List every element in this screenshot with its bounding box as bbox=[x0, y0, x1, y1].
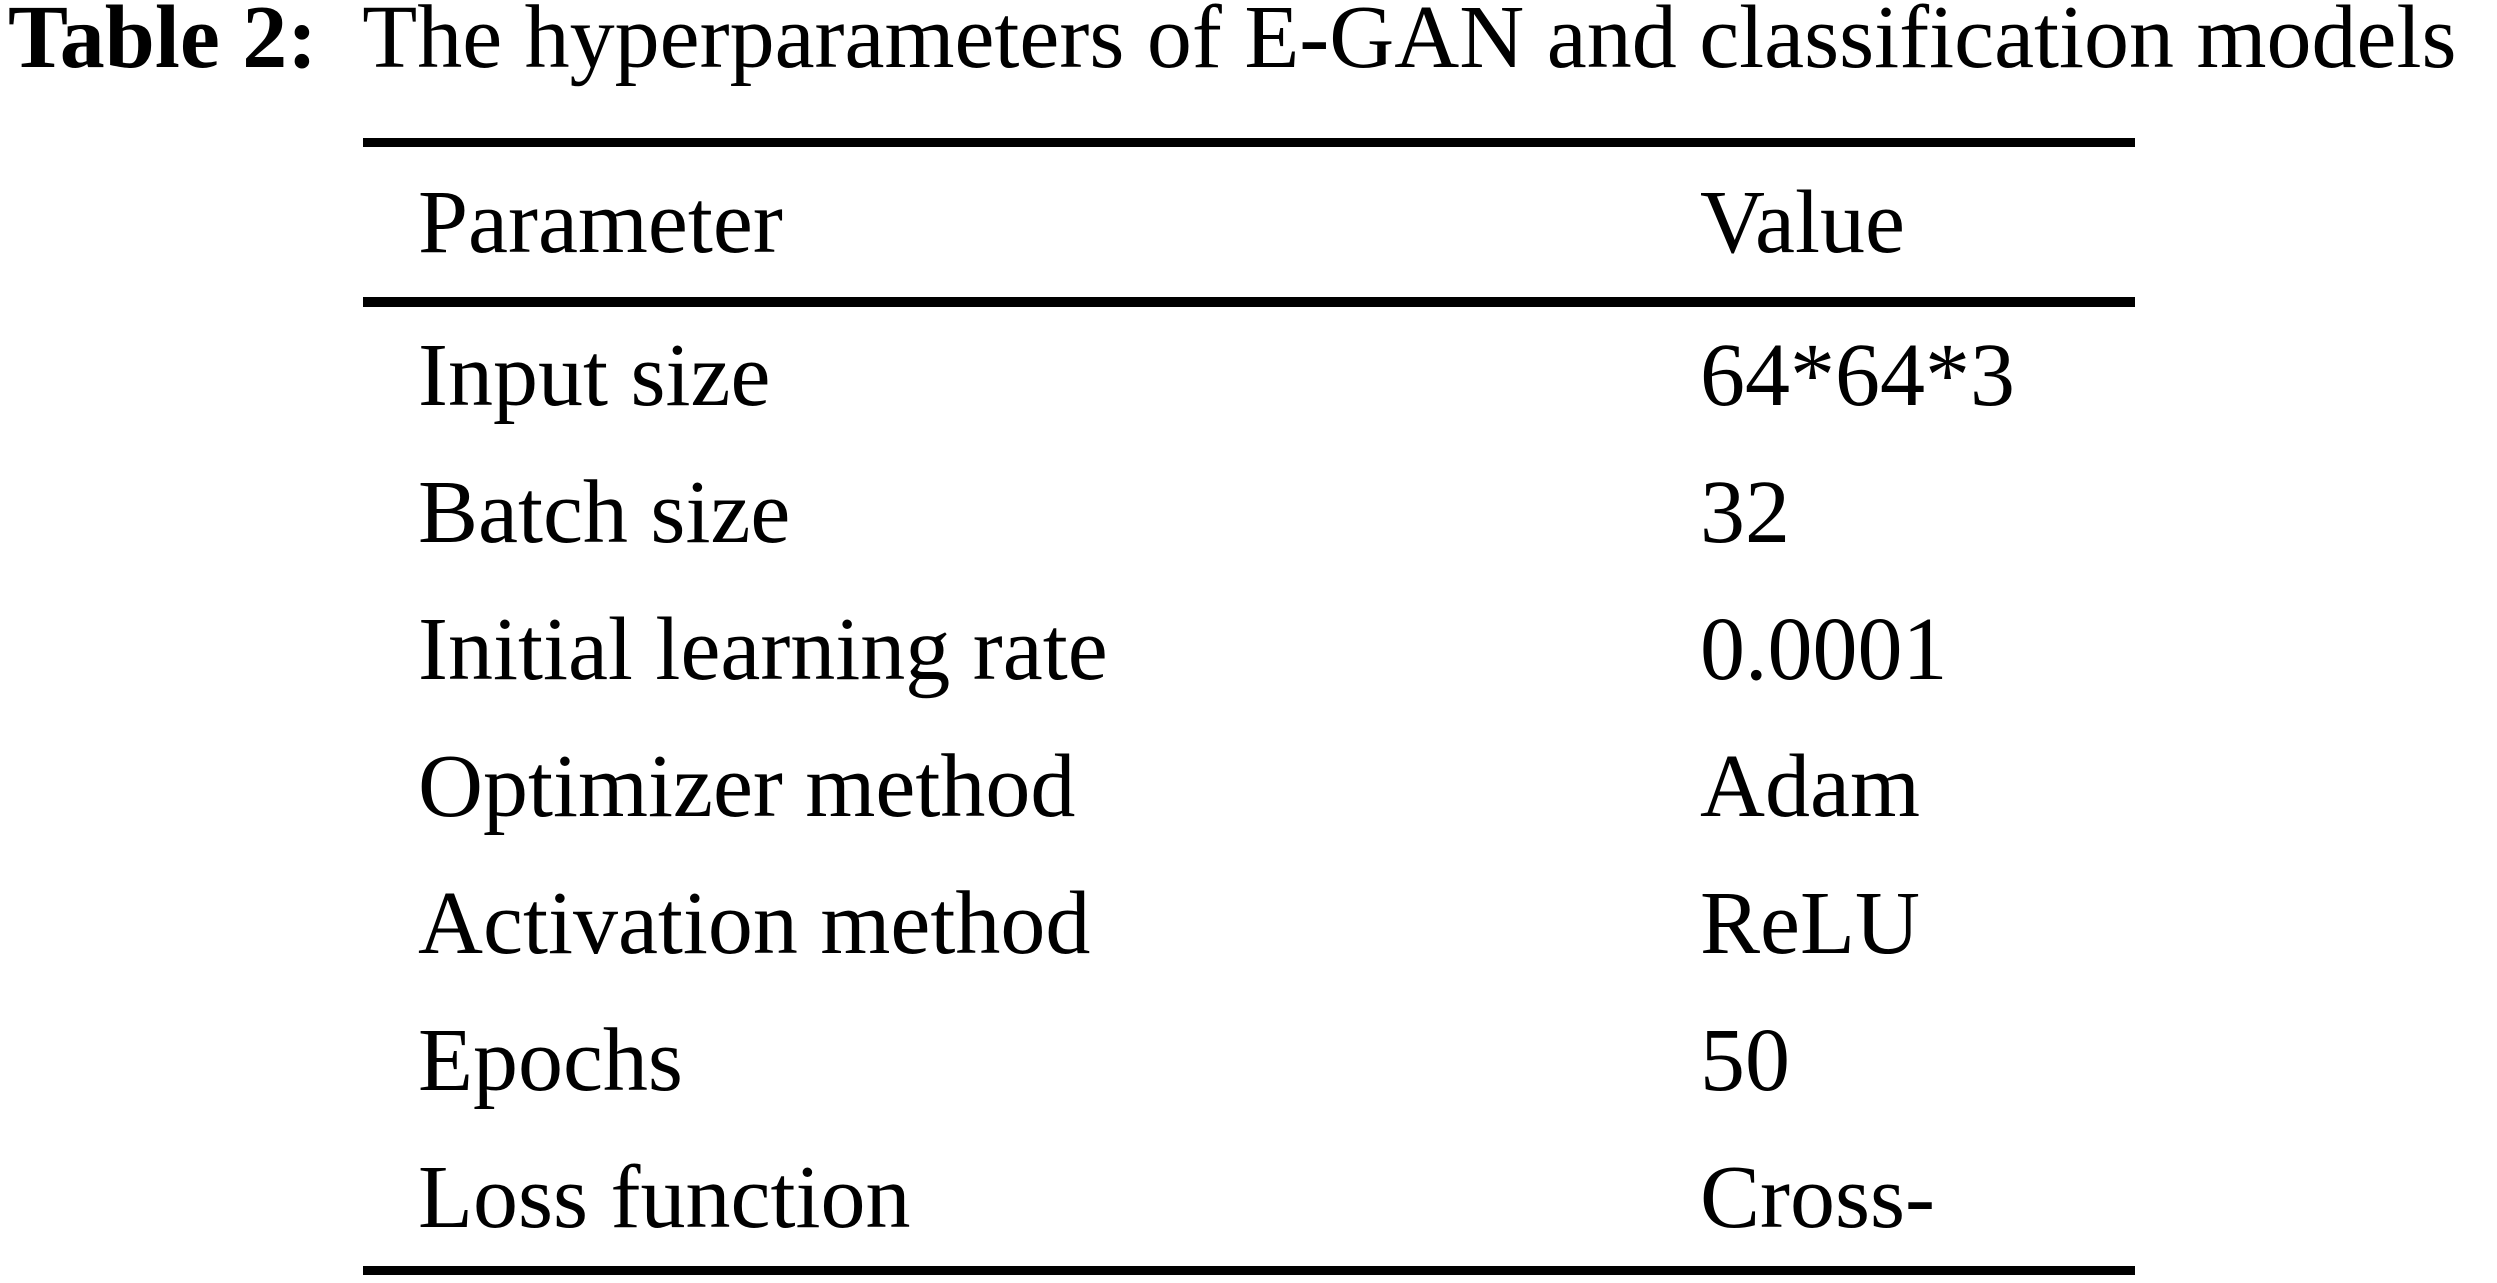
table-caption-label: Table 2: bbox=[8, 0, 318, 87]
table-row-initial-learning-rate: Initial learning rate 0.0001 bbox=[363, 581, 2135, 718]
table-row-activation-method: Activation method ReLU bbox=[363, 855, 2135, 992]
table-row-batch-size: Batch size 32 bbox=[363, 444, 2135, 581]
parameter-cell: Activation method bbox=[418, 874, 1091, 973]
table-row-epochs: Epochs 50 bbox=[363, 992, 2135, 1129]
column-header-parameter: Parameter bbox=[418, 172, 783, 272]
table-row-optimizer-method: Optimizer method Adam bbox=[363, 718, 2135, 855]
value-cell: 50 bbox=[1700, 1011, 1790, 1110]
table-caption: Table 2: The hyperparameters of E-GAN and… bbox=[8, 0, 2457, 87]
table-row-loss-function: Loss function Cross- bbox=[363, 1129, 2135, 1266]
value-cell: Adam bbox=[1700, 737, 1920, 836]
parameter-cell: Batch size bbox=[418, 463, 791, 562]
table-caption-text: The hyperparameters of E-GAN and classif… bbox=[362, 0, 2457, 87]
value-cell: 32 bbox=[1700, 463, 1790, 562]
parameter-cell: Initial learning rate bbox=[418, 600, 1108, 699]
parameter-cell: Input size bbox=[418, 326, 771, 425]
table-row-input-size: Input size 64*64*3 bbox=[363, 307, 2135, 444]
value-cell: ReLU bbox=[1700, 874, 1920, 973]
parameter-cell: Epochs bbox=[418, 1011, 683, 1110]
value-cell: 64*64*3 bbox=[1700, 326, 2015, 425]
value-cell: 0.0001 bbox=[1700, 600, 1948, 699]
parameter-cell: Loss function bbox=[418, 1148, 911, 1247]
hyperparameters-table: Parameter Value Input size 64*64*3 Batch… bbox=[363, 138, 2135, 1275]
table-header-row: Parameter Value bbox=[363, 147, 2135, 307]
value-cell: Cross- bbox=[1700, 1148, 1936, 1247]
column-header-value: Value bbox=[1700, 172, 1905, 272]
parameter-cell: Optimizer method bbox=[418, 737, 1076, 836]
